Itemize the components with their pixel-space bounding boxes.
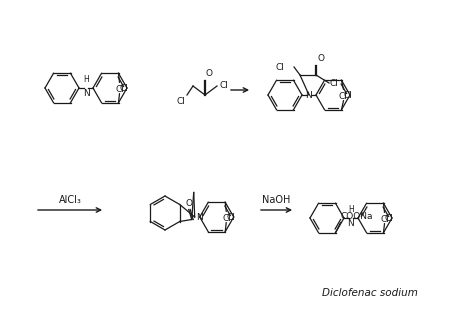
Text: O: O — [317, 54, 324, 63]
Text: N: N — [348, 219, 354, 228]
Text: Cl: Cl — [385, 214, 393, 223]
Text: O: O — [185, 198, 192, 207]
Text: O: O — [206, 69, 213, 78]
Text: N: N — [196, 212, 202, 222]
Text: Cl: Cl — [222, 214, 231, 223]
Text: AlCl₃: AlCl₃ — [59, 195, 82, 205]
Text: Diclofenac sodium: Diclofenac sodium — [322, 288, 418, 298]
Text: Cl: Cl — [115, 85, 124, 94]
Text: N: N — [306, 91, 313, 100]
Text: Cl: Cl — [226, 213, 235, 222]
Text: Cl: Cl — [344, 91, 352, 100]
Text: N: N — [83, 89, 89, 98]
Text: NaOH: NaOH — [262, 195, 290, 205]
Text: Cl: Cl — [176, 97, 185, 106]
Text: COONa: COONa — [341, 212, 373, 221]
Text: Cl: Cl — [330, 79, 339, 87]
Text: Cl: Cl — [381, 215, 389, 224]
Text: Cl: Cl — [120, 84, 129, 93]
Text: H: H — [348, 205, 354, 214]
Text: Cl: Cl — [275, 62, 284, 71]
Text: Cl: Cl — [219, 81, 228, 90]
Text: Cl: Cl — [339, 92, 347, 101]
Text: H: H — [83, 75, 89, 84]
